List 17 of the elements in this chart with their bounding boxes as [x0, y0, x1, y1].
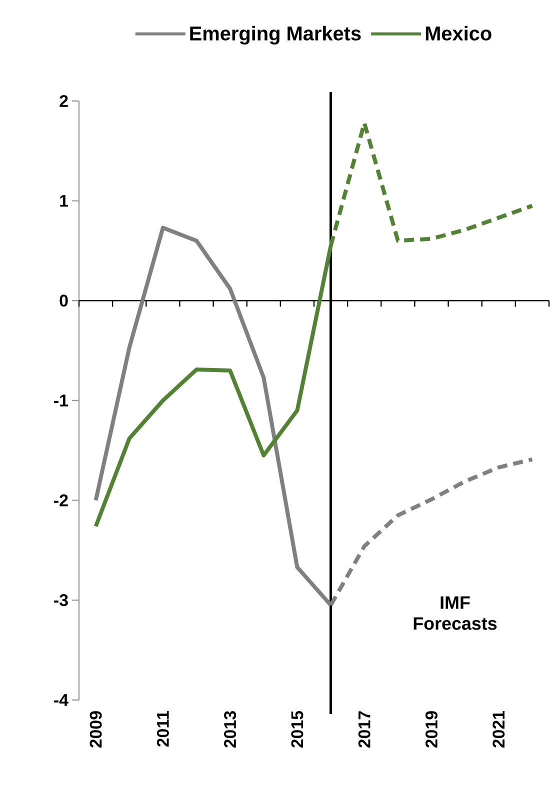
legend-label: Emerging Markets [190, 26, 361, 45]
y-tick-label: -1 [54, 394, 68, 406]
x-tick-label: 2021 [492, 710, 505, 748]
x-tick-label: 2009 [90, 711, 102, 748]
legend-label: Mexico [426, 26, 492, 40]
x-tick-label: 2013 [224, 711, 236, 748]
x-tick-label: 2011 [156, 710, 169, 747]
y-tick-label: -2 [54, 494, 68, 506]
y-tick-label: -3 [54, 594, 68, 606]
x-tick-label: 2019 [426, 711, 438, 748]
y-tick-label: -4 [54, 694, 68, 706]
y-tick-label: 2 [60, 95, 68, 107]
x-tick-label: 2017 [358, 711, 370, 748]
y-tick-label: 0 [60, 294, 68, 307]
x-tick-label: 2015 [291, 710, 304, 748]
y-tick-label: 1 [60, 194, 68, 207]
annotation: IMF Forecasts [414, 596, 497, 630]
